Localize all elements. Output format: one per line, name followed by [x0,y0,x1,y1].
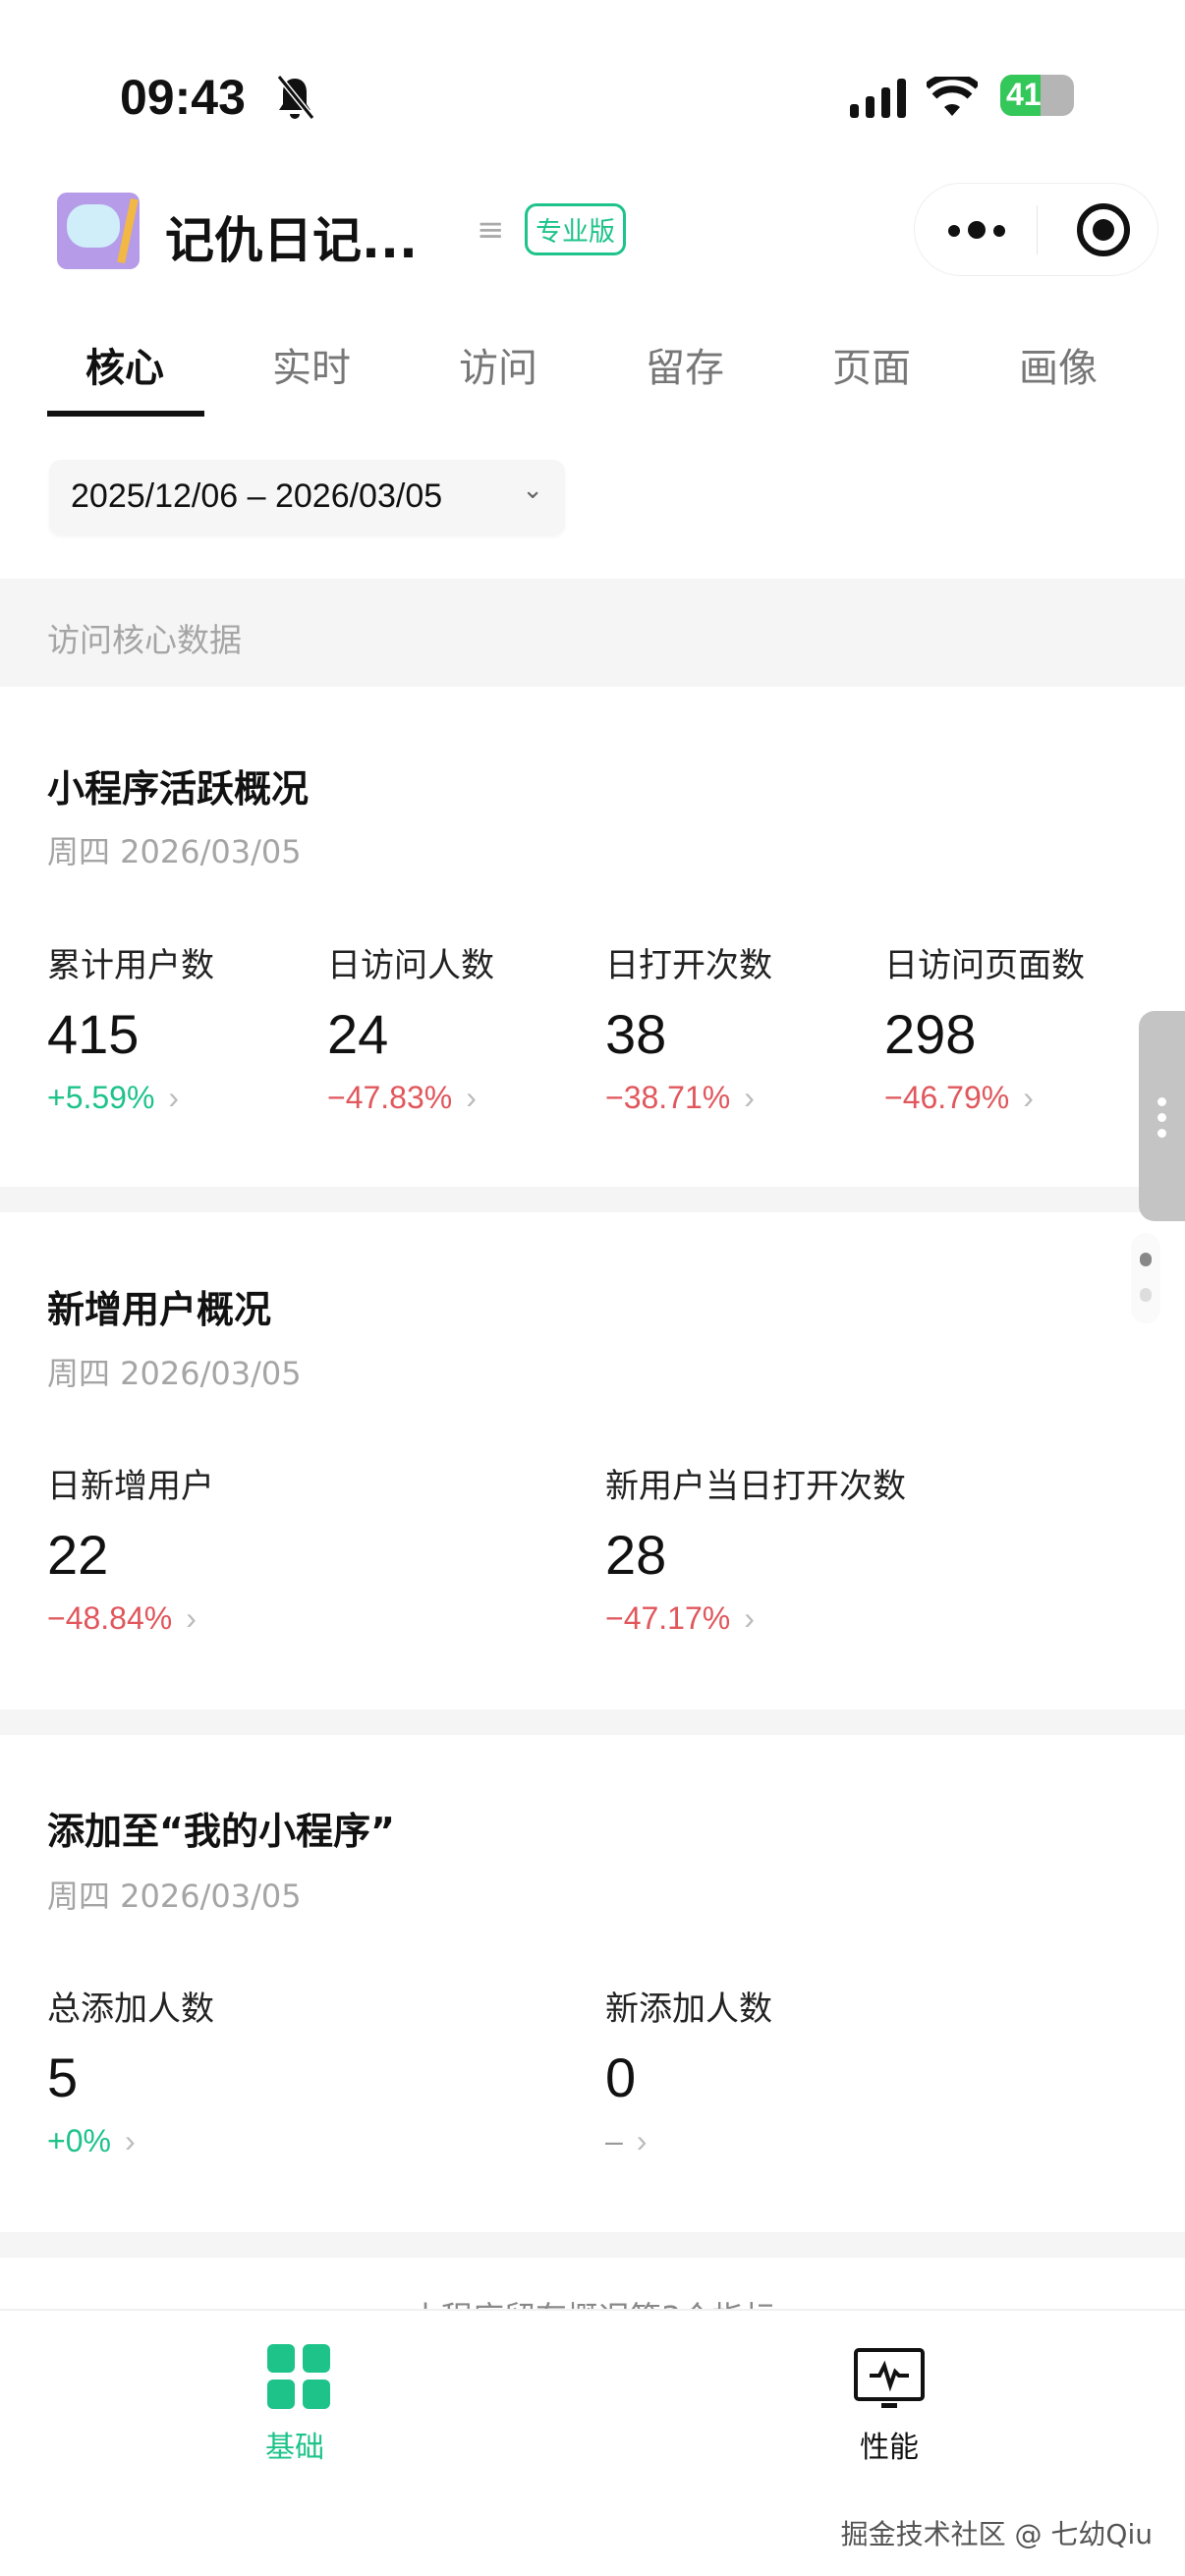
metric-label: 累计用户数 [47,946,214,985]
metric-change: −48.84% › [47,1600,197,1636]
divider [0,1187,1185,1212]
nav-item-performance[interactable]: 性能 [830,2344,948,2492]
metric-value: 298 [884,1003,977,1065]
chevron-right-icon: › [466,1080,477,1115]
partial-card-text: 小程序留存概况等3个指标 [0,2293,1185,2309]
date-range-picker[interactable]: 2025/12/06 – 2026/03/05 ⌄ [49,460,565,535]
metric-value: 5 [47,2046,79,2108]
metric-label: 新添加人数 [605,1989,772,2029]
metric-change: +5.59% › [47,1080,180,1115]
bottom-nav: 基础 性能 掘金技术社区 @ 七幼Qiu [0,2309,1185,2576]
close-miniprogram-icon[interactable] [1077,203,1130,256]
chevron-down-icon: ⌄ [522,476,543,505]
wifi-icon [927,77,978,116]
chevron-right-icon: › [744,1080,755,1115]
metric[interactable]: 日打开次数 38 −38.71% › [605,938,772,1116]
monitor-pulse-icon [854,2348,925,2408]
tab-visit[interactable]: 访问 [459,346,537,391]
metric-change: −47.83% › [327,1080,477,1115]
active-tab-indicator [47,411,204,417]
metric[interactable]: 日访问人数 24 −47.83% › [327,938,494,1116]
tab-portrait[interactable]: 画像 [1019,346,1098,391]
card-date: 周四 2026/03/05 [47,1355,302,1392]
app-logo [57,193,140,269]
signal-icon [850,79,906,118]
nav-item-basic[interactable]: 基础 [236,2344,354,2492]
tab-pages[interactable]: 页面 [832,346,911,391]
metric-label: 日新增用户 [47,1467,214,1506]
tab-core[interactable]: 核心 [85,346,164,391]
battery-level: 41 [1006,77,1042,112]
metric[interactable]: 总添加人数 5 +0% › [47,1982,214,2159]
metric[interactable]: 新用户当日打开次数 28 −47.17% › [605,1459,906,1637]
chevron-right-icon: › [186,1600,197,1636]
chevron-right-icon: › [744,1600,755,1636]
chevron-right-icon: › [1023,1080,1034,1115]
watermark: 掘金技术社区 @ 七幼Qiu [840,2518,1153,2550]
metric[interactable]: 新添加人数 0 – › [605,1982,772,2159]
floating-side-handle[interactable] [1139,1011,1185,1221]
divider [0,1709,1185,1735]
page-indicator [1131,1233,1160,1323]
metric-change: – › [605,2123,648,2158]
capsule-menu [914,183,1158,276]
metric-label: 总添加人数 [47,1989,214,2029]
section-label: 访问核心数据 [47,621,242,659]
card-date: 周四 2026/03/05 [47,1877,302,1915]
card-title: 小程序活跃概况 [47,767,310,811]
chevron-right-icon: › [124,2123,136,2158]
metric-label: 日访问人数 [327,946,494,985]
card-date: 周四 2026/03/05 [47,833,302,870]
bell-muted-icon [276,75,315,120]
metric-value: 28 [605,1524,667,1586]
metric-change: −47.17% › [605,1600,755,1636]
chevron-right-icon: › [636,2123,648,2158]
nav-label: 基础 [265,2431,324,2465]
metric-change: +0% › [47,2123,136,2158]
metric-label: 日访问页面数 [884,946,1085,985]
status-time: 09:43 [120,70,246,125]
metric-label: 新用户当日打开次数 [605,1467,906,1506]
metric-value: 0 [605,2046,637,2108]
metric-value: 24 [327,1003,389,1065]
metric-value: 22 [47,1524,109,1586]
metric-label: 日打开次数 [605,946,772,985]
menu-lines-icon[interactable]: ≡ [477,210,505,250]
more-icon[interactable] [948,219,1007,243]
metric-change: −38.71% › [605,1080,755,1115]
chevron-right-icon: › [168,1080,180,1115]
metric[interactable]: 日访问页面数 298 −46.79% › [884,938,1085,1116]
card-title: 新增用户概况 [47,1288,272,1331]
date-range-text: 2025/12/06 – 2026/03/05 [71,477,443,515]
card-title: 添加至“我的小程序” [47,1810,395,1853]
tab-retention[interactable]: 留存 [646,346,724,391]
tab-realtime[interactable]: 实时 [272,346,351,391]
metric[interactable]: 累计用户数 415 +5.59% › [47,938,214,1116]
battery-icon: 41 [1000,75,1074,116]
metric[interactable]: 日新增用户 22 −48.84% › [47,1459,214,1637]
grid-icon [267,2344,330,2409]
pro-badge: 专业版 [525,203,626,255]
section-header: 访问核心数据 [0,579,1185,687]
nav-label: 性能 [860,2431,919,2465]
divider [0,2232,1185,2258]
app-name: 记仇日记... [165,212,418,269]
metric-value: 38 [605,1003,667,1065]
metric-value: 415 [47,1003,140,1065]
partial-card: 小程序留存概况等3个指标 [0,2258,1185,2309]
metric-change: −46.79% › [884,1080,1034,1115]
